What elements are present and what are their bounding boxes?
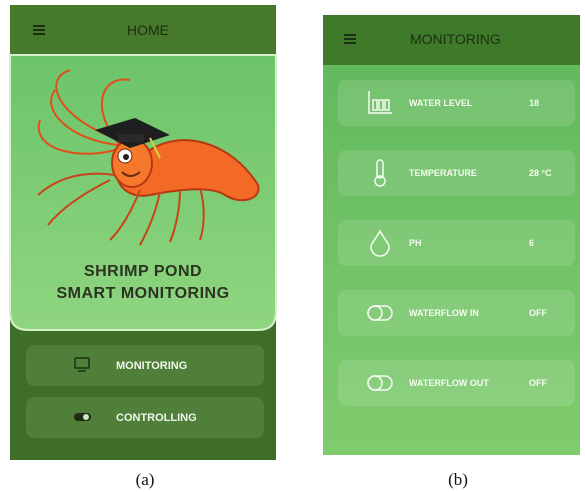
figure: HOME SHRIMP POND SMART MONITORING MONITO… xyxy=(0,0,585,492)
sensor-label: WATER LEVEL xyxy=(409,98,473,108)
sensor-label: WATERFLOW IN xyxy=(409,308,479,318)
button-label: MONITORING xyxy=(116,360,187,372)
sensor-value: 18 xyxy=(529,98,539,108)
screen-a: HOME SHRIMP POND SMART MONITORING MONITO… xyxy=(10,5,276,489)
button-label: CONTROLLING xyxy=(116,412,197,424)
sensor-value: OFF xyxy=(529,378,547,388)
caption: (b) xyxy=(448,470,468,489)
screen-b: MONITORING WATER LEVEL 18 TEMPERATURE 28 °C… xyxy=(323,15,580,489)
sensor-value: 6 xyxy=(529,238,534,248)
caption: (a) xyxy=(136,470,155,489)
sensor-label: PH xyxy=(409,238,422,248)
sensor-label: WATERFLOW OUT xyxy=(409,378,489,388)
hero-title-line1: SHRIMP POND xyxy=(84,263,202,280)
header-title: MONITORING xyxy=(410,31,501,47)
sensor-value: 28 °C xyxy=(529,168,552,178)
sensor-label: TEMPERATURE xyxy=(409,168,477,178)
hero-title-line2: SMART MONITORING xyxy=(56,285,229,302)
toggle-knob xyxy=(83,414,89,420)
sensor-card xyxy=(338,220,575,266)
sensor-value: OFF xyxy=(529,308,547,318)
figure-svg: HOME SHRIMP POND SMART MONITORING MONITO… xyxy=(0,0,585,492)
header-title: HOME xyxy=(127,22,169,38)
